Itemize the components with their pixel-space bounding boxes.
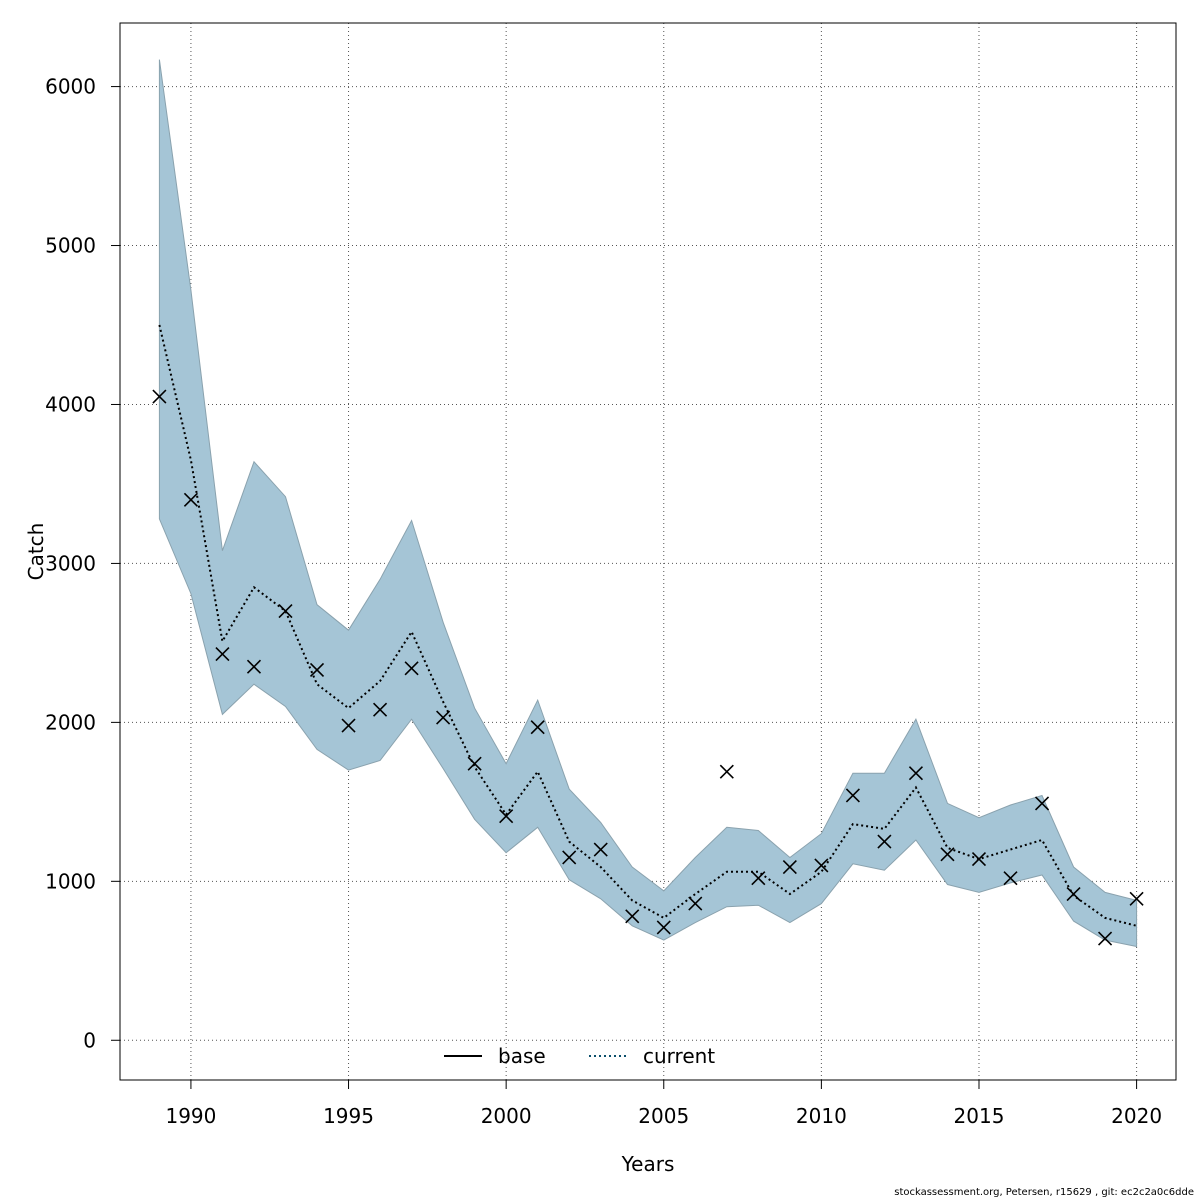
plot-frame [119,22,1177,1081]
x-tick-label-1995: 1995 [323,1104,374,1128]
observed-point-2014 [940,847,955,862]
x-axis-title: Years [621,1152,675,1176]
observed-point-1989 [152,389,167,404]
x-tick-label-2010: 2010 [796,1104,847,1128]
observed-point-1996 [372,702,388,717]
observed-point-2015 [971,851,987,867]
observed-point-2000 [499,809,514,824]
observed-point-1993 [278,604,293,619]
x-tick-label-2015: 2015 [954,1104,1005,1128]
observed-point-1991 [215,646,230,662]
observed-point-1995 [341,718,356,733]
observed-point-1999 [467,756,482,771]
y-tick-label-3000: 3000 [45,551,96,575]
y-tick-label-1000: 1000 [45,869,96,893]
y-tick-label-5000: 5000 [45,234,96,258]
observed-points [152,389,1144,946]
y-axis-title: Catch [24,523,48,581]
y-tick-label-0: 0 [83,1028,96,1052]
observed-point-1997 [404,661,419,676]
y-tick-label-6000: 6000 [45,75,96,99]
observed-point-2017 [1034,796,1050,811]
x-tick-label-1990: 1990 [165,1104,216,1128]
observed-point-2004 [625,909,640,924]
credit-footer: stockassessment.org, Petersen, r15629 , … [894,1187,1194,1198]
observed-point-2002 [562,850,577,865]
observed-point-2009 [782,859,797,875]
observed-point-2011 [845,788,860,803]
current-series-line [158,324,1137,927]
observed-point-2007 [719,764,734,779]
legend-base-label: base [498,1044,546,1068]
observed-point-2016 [1003,871,1018,886]
observed-point-2018 [1066,886,1081,902]
x-tick-label-2000: 2000 [481,1104,532,1128]
confidence-band [158,59,1138,948]
observed-point-1990 [183,492,198,507]
observed-point-2005 [656,920,671,935]
observed-point-2012 [877,834,892,849]
observed-point-2010 [814,858,829,873]
observed-point-1998 [436,710,451,725]
legend: base current [444,1044,715,1068]
observed-point-2013 [908,766,924,781]
observed-point-2001 [530,720,545,735]
observed-point-2020 [1129,891,1144,906]
y-tick-label-4000: 4000 [45,392,96,416]
x-tick-label-2005: 2005 [638,1104,689,1128]
legend-current-label: current [643,1044,715,1068]
observed-point-2006 [688,896,703,911]
observed-point-1994 [309,662,325,677]
x-axis: 1990 1995 2000 2005 2010 2015 2020 [165,1080,1162,1128]
y-tick-label-2000: 2000 [45,710,96,734]
observed-point-2019 [1098,931,1113,946]
x-tick-label-2020: 2020 [1111,1104,1162,1128]
observed-point-1992 [246,659,262,674]
observed-point-2003 [593,842,608,857]
y-axis: 0 1000 2000 3000 4000 5000 6000 [45,75,120,1052]
observed-point-2008 [751,871,766,886]
